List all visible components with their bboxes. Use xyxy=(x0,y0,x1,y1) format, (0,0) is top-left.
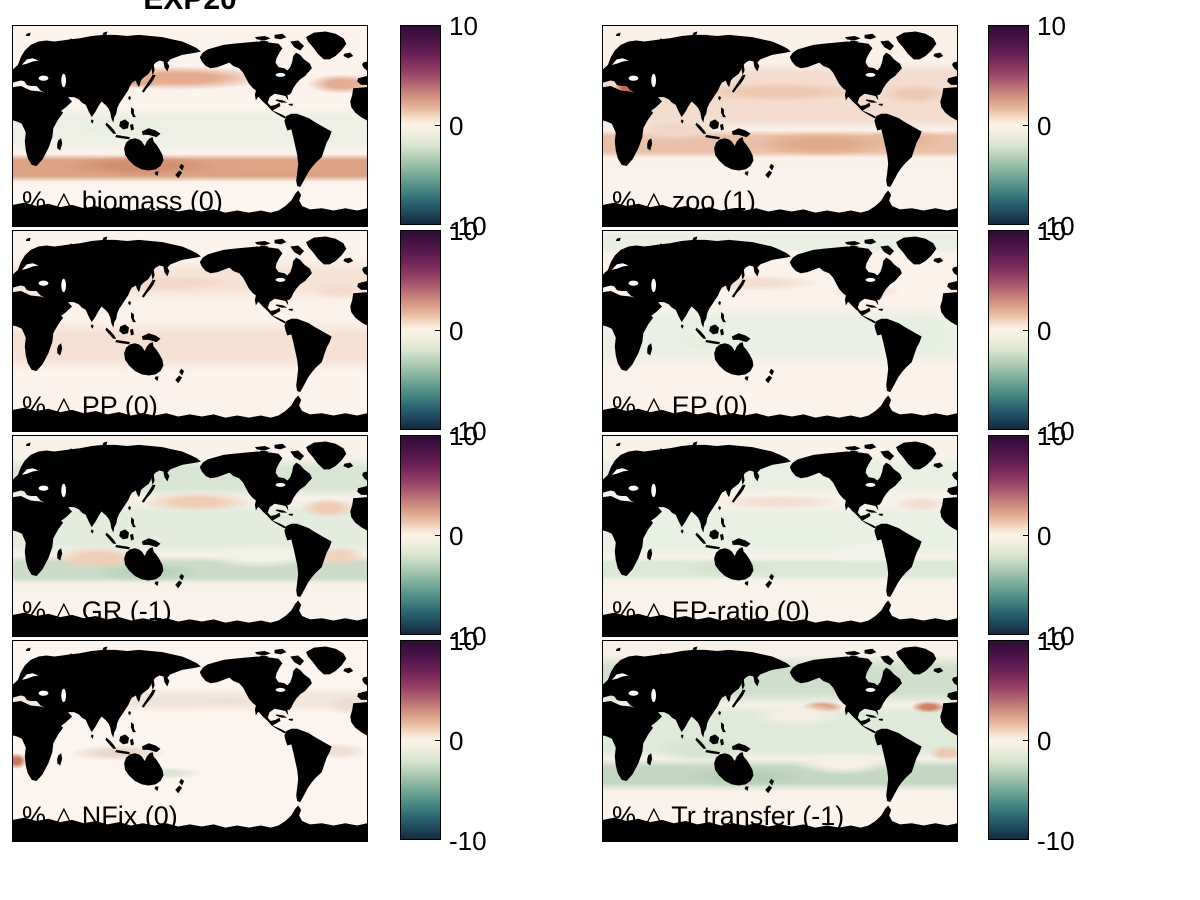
colorbar-tick-zero: 0 xyxy=(449,726,464,756)
panel-label: % △ PP (0) xyxy=(22,391,158,421)
colorbar-gradient xyxy=(401,436,440,634)
colorbar xyxy=(400,640,441,840)
colorbar-tick-zero: 0 xyxy=(1037,111,1052,141)
map-panel-ep-ratio: % △ EP-ratio (0) xyxy=(602,435,958,637)
colorbar-tick-zero: 0 xyxy=(449,521,464,551)
panel-label: % △ Tr transfer (-1) xyxy=(612,801,845,831)
colorbar-tick-min: -10 xyxy=(449,826,487,856)
colorbar-tick-zero: 0 xyxy=(1037,726,1052,756)
colorbar-gradient xyxy=(401,641,440,839)
colorbar xyxy=(988,230,1029,430)
colorbar-tick-min: -10 xyxy=(449,621,487,651)
colorbar-tick-min: -10 xyxy=(1037,211,1075,241)
map-panel-zoo: % △ zoo (1) xyxy=(602,25,958,227)
colorbar-ticks: 10 0 -10 xyxy=(1037,218,1107,444)
colorbar xyxy=(400,230,441,430)
colorbar-tick-max: 10 xyxy=(1037,216,1066,246)
panel-label: % △ EP-ratio (0) xyxy=(612,596,810,626)
colorbar-tick-zero: 0 xyxy=(449,111,464,141)
colorbar xyxy=(988,640,1029,840)
colorbar-tick-min: -10 xyxy=(449,416,487,446)
colorbar-ticks: 10 0 -10 xyxy=(1037,628,1107,854)
colorbar-tick-max: 10 xyxy=(1037,626,1066,656)
colorbar-ticks: 10 0 -10 xyxy=(449,13,519,239)
colorbar-tick-zero: 0 xyxy=(1037,316,1052,346)
colorbar-tick-max: 10 xyxy=(1037,11,1066,41)
map-panel-ep: % △ EP (0) xyxy=(602,230,958,432)
panel-label: % △ GR (-1) xyxy=(22,596,172,626)
map-panel-pp: % △ PP (0) xyxy=(12,230,368,432)
colorbar xyxy=(988,25,1029,225)
colorbar-ticks: 10 0 -10 xyxy=(1037,13,1107,239)
map-panel-tr-transfer: % △ Tr transfer (-1) xyxy=(602,640,958,842)
colorbar-gradient xyxy=(401,26,440,224)
panel-label: % △ EP (0) xyxy=(612,391,748,421)
colorbar-gradient xyxy=(989,436,1028,634)
map-panel-nfix: % △ NFix (0) xyxy=(12,640,368,842)
colorbar-ticks: 10 0 -10 xyxy=(1037,423,1107,649)
colorbar-tick-min: -10 xyxy=(1037,826,1075,856)
colorbar-tick-max: 10 xyxy=(449,421,478,451)
colorbar-tick-min: -10 xyxy=(1037,621,1075,651)
colorbar-tick-zero: 0 xyxy=(1037,521,1052,551)
colorbar-gradient xyxy=(989,26,1028,224)
colorbar-ticks: 10 0 -10 xyxy=(449,423,519,649)
panel-label: % △ biomass (0) xyxy=(22,186,223,216)
colorbar-tick-max: 10 xyxy=(449,626,478,656)
colorbar-gradient xyxy=(989,231,1028,429)
colorbar-tick-max: 10 xyxy=(449,11,478,41)
map-panel-gr: % △ GR (-1) xyxy=(12,435,368,637)
colorbar xyxy=(988,435,1029,635)
map-panel-biomass: % △ biomass (0) xyxy=(12,25,368,227)
colorbar-ticks: 10 0 -10 xyxy=(449,628,519,854)
colorbar xyxy=(400,435,441,635)
colorbar-tick-max: 10 xyxy=(1037,421,1066,451)
figure-title: EXP20 xyxy=(12,0,368,17)
colorbar-gradient xyxy=(401,231,440,429)
colorbar-ticks: 10 0 -10 xyxy=(449,218,519,444)
panel-label: % △ zoo (1) xyxy=(612,186,756,216)
colorbar-tick-max: 10 xyxy=(449,216,478,246)
colorbar-tick-min: -10 xyxy=(1037,416,1075,446)
colorbar-tick-zero: 0 xyxy=(449,316,464,346)
colorbar xyxy=(400,25,441,225)
colorbar-gradient xyxy=(989,641,1028,839)
panel-label: % △ NFix (0) xyxy=(22,801,178,831)
colorbar-tick-min: -10 xyxy=(449,211,487,241)
